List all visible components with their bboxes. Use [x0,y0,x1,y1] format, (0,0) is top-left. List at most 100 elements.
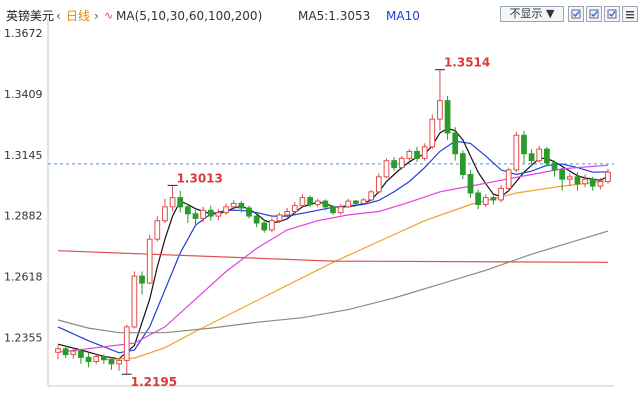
candle [93,353,100,365]
symbol-title: 英镑美元 [6,9,55,23]
candle-body [207,209,214,217]
candle-body [391,160,397,169]
ma30-line [57,164,609,353]
candle-body [429,118,436,148]
candle [307,195,313,207]
candle-body [490,197,497,201]
candle-body [184,206,191,215]
chart-header: 英镑美元 ‹ 日线 › ∿ MA(5,10,30,60,100,200) MA5… [0,0,640,30]
candle-body [574,176,581,185]
candle-body [276,214,283,222]
candle [559,167,566,191]
candle [276,212,283,224]
candle-body [597,180,604,187]
candle-body [269,220,275,231]
ma5-value-label: MA5:1.3053 [298,9,371,23]
candle [330,205,336,215]
candle [131,271,138,329]
checkbox-icon[interactable] [568,6,584,22]
candle-body [123,326,130,361]
candle-body [505,169,512,189]
annotation-layer: 1.3514 1.3013 1.2195 [121,56,490,389]
candle [184,204,191,224]
candle-body [100,355,107,361]
candle [146,234,153,285]
candle [85,352,92,368]
y-tick-label: 1.3409 [4,88,43,101]
candle [437,69,443,131]
candle-body [284,210,291,216]
candle-body [223,206,229,214]
candle-body [299,197,306,207]
candle [482,194,489,207]
ma-settings-label[interactable]: MA(5,10,30,60,100,200) [116,9,263,23]
candle-body [375,176,382,193]
candle-body [200,209,207,219]
candle-body [62,348,69,356]
candle [70,347,77,359]
candle [200,206,207,222]
candle-body [146,238,153,284]
candle [139,271,145,295]
candle-body [307,197,313,206]
candle [582,174,588,188]
display-toggle-label: 不显示 [509,7,543,20]
candle [284,208,291,219]
candle [108,356,115,370]
candle-body [421,146,428,159]
candle [291,202,298,214]
candle-body [330,206,336,214]
annotation-label-low: 1.2195 [131,375,177,389]
candle [154,216,161,242]
checkbox-icon[interactable] [586,6,602,22]
candle [177,190,184,213]
candle-body [467,174,474,194]
candle [544,146,550,167]
candle-body [444,100,451,134]
display-toggle-dropdown[interactable]: 不显示 ▼ [500,6,564,22]
candle-body [368,191,375,201]
candle-body [582,178,588,185]
candle-body [398,157,405,169]
candle-body [544,148,550,164]
candle [414,146,420,162]
candle-body [383,160,390,178]
candle-body [139,275,145,284]
candle-body [406,150,413,159]
candle-body [605,171,611,182]
y-tick-label: 1.2618 [4,271,43,284]
y-tick-label: 1.2882 [4,210,43,223]
candle [383,158,390,178]
candle [169,185,176,212]
candle-body [70,350,77,356]
annotation-label-high: 1.3514 [444,56,490,70]
candle [353,199,359,206]
candle-body [78,350,84,358]
candle [391,157,397,172]
candle [452,127,459,161]
candle [536,145,543,163]
annotation-label-high: 1.3013 [177,171,223,185]
candle-body [154,220,161,240]
candle [162,198,168,224]
candle [261,220,268,233]
ma-indicator-icon: ∿ [104,9,114,22]
candle-body [314,200,321,206]
candle [215,209,222,221]
candle [360,198,367,206]
candle-body [536,148,543,162]
candle-body [337,206,344,214]
candle-body [230,202,237,208]
candle [368,190,375,202]
menu-icon[interactable] [622,6,638,22]
candle [116,358,122,371]
candle-body [459,153,466,176]
candle-body [215,212,222,217]
period-label[interactable]: 日线 [66,9,91,23]
checkbox-icon[interactable] [604,6,620,22]
candle-body [55,348,61,353]
candle-body [192,213,199,219]
candle-body [345,200,352,208]
ma60-line [103,179,609,361]
